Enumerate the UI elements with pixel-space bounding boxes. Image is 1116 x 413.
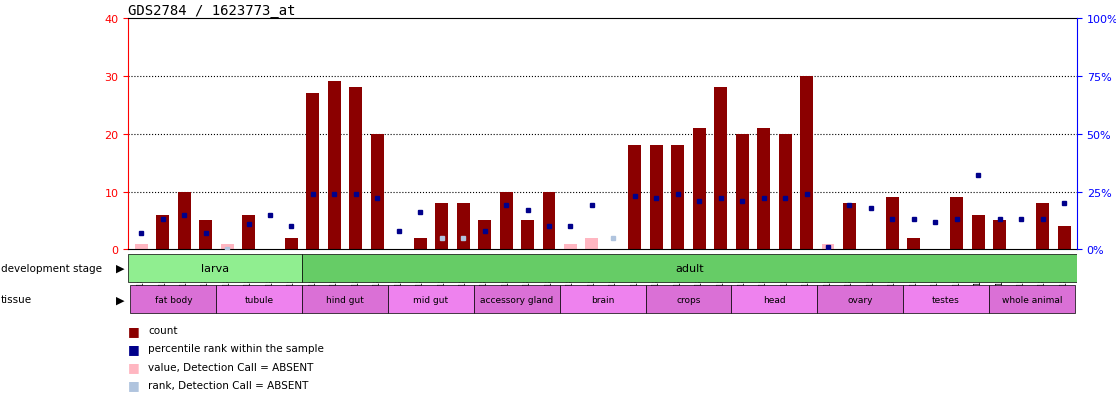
Bar [757,128,770,250]
Bar [735,134,749,250]
Text: tubule: tubule [244,295,273,304]
Text: testes: testes [932,295,960,304]
Bar [177,192,191,250]
Text: rank, Detection Call = ABSENT: rank, Detection Call = ABSENT [148,380,309,390]
Text: fat body: fat body [155,295,192,304]
Text: count: count [148,325,177,335]
Bar [500,192,512,250]
Text: ■: ■ [128,378,141,392]
Text: GDS2784 / 1623773_at: GDS2784 / 1623773_at [128,4,296,18]
Text: whole animal: whole animal [1002,295,1062,304]
Bar [731,285,817,313]
Text: larva: larva [201,263,229,273]
Text: tissue: tissue [1,294,32,304]
Bar [199,221,212,250]
Bar [628,146,642,250]
Text: brain: brain [591,295,614,304]
Bar [221,244,233,250]
Bar [542,192,556,250]
Bar [972,215,984,250]
Bar [586,238,598,250]
Bar [302,285,388,313]
Bar [560,285,645,313]
Bar [371,134,384,250]
Text: development stage: development stage [1,263,103,273]
Bar [435,204,449,250]
Bar [714,88,728,250]
Bar [843,204,856,250]
Bar [307,94,319,250]
Bar [131,285,217,313]
Bar [217,285,302,313]
Bar [1036,204,1049,250]
Bar [951,198,963,250]
Bar [821,244,835,250]
Bar [989,285,1075,313]
Bar [907,238,921,250]
Bar [128,254,302,282]
Bar [414,238,426,250]
Bar [672,146,684,250]
Bar [456,204,470,250]
Bar [388,285,474,313]
Bar [521,221,533,250]
Bar [1058,227,1070,250]
Text: ■: ■ [128,360,141,373]
Bar [328,82,340,250]
Bar [903,285,989,313]
Text: ▶: ▶ [116,294,125,304]
Text: hind gut: hind gut [326,295,364,304]
Bar [886,198,898,250]
Bar [650,146,663,250]
Bar [645,285,731,313]
Text: crops: crops [676,295,701,304]
Text: mid gut: mid gut [413,295,449,304]
Text: value, Detection Call = ABSENT: value, Detection Call = ABSENT [148,362,314,372]
Bar [349,88,363,250]
Bar [135,244,147,250]
Text: head: head [763,295,786,304]
Text: adult: adult [675,263,704,273]
Text: ovary: ovary [847,295,873,304]
Text: percentile rank within the sample: percentile rank within the sample [148,344,325,354]
Bar [478,221,491,250]
Bar [156,215,170,250]
Bar [564,244,577,250]
Text: ■: ■ [128,342,141,355]
Bar [693,128,705,250]
Bar [474,285,560,313]
Bar [302,254,1077,282]
Bar [779,134,791,250]
Bar [800,76,812,250]
Text: ▶: ▶ [116,263,125,273]
Bar [285,238,298,250]
Text: ■: ■ [128,324,141,337]
Bar [993,221,1007,250]
Bar [242,215,254,250]
Text: accessory gland: accessory gland [480,295,554,304]
Bar [817,285,903,313]
